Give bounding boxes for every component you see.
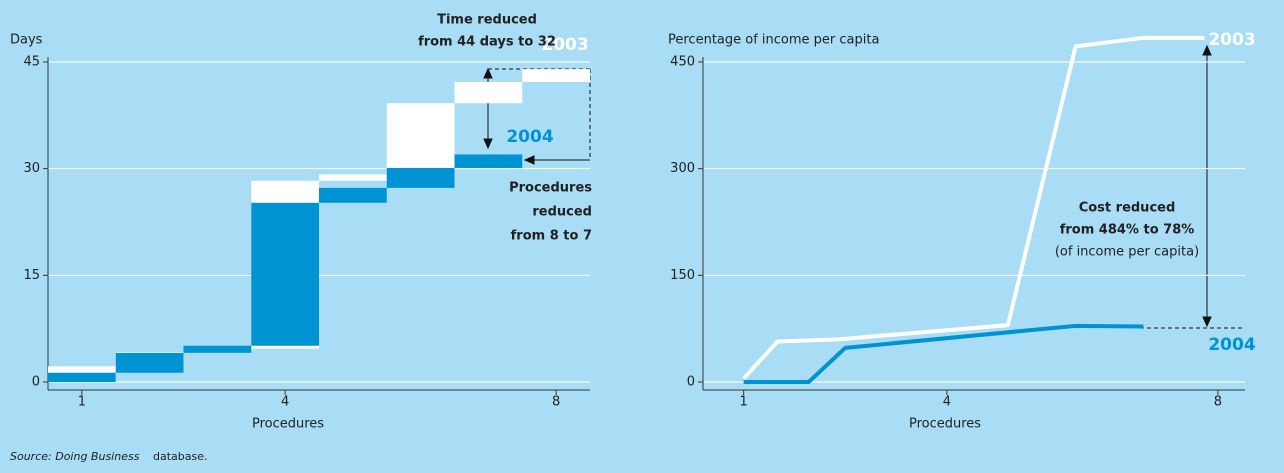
- y-tick-label: 450: [670, 55, 695, 70]
- y-tick-label: 45: [23, 55, 40, 70]
- x-tick-label: 1: [740, 395, 748, 410]
- bar: [251, 202, 319, 346]
- y-axis-label: Days: [10, 33, 43, 48]
- series-label: 2003: [541, 35, 588, 55]
- source: database.: [153, 450, 208, 463]
- bar: [115, 352, 184, 373]
- bar: [454, 154, 523, 168]
- x-tick-label: 4: [943, 395, 951, 410]
- x-tick-label: 4: [281, 395, 289, 410]
- annotation: Procedures: [509, 181, 592, 196]
- x-axis-label: Procedures: [909, 417, 981, 432]
- bar: [48, 372, 116, 382]
- bar: [386, 167, 455, 188]
- x-tick-label: 1: [78, 395, 86, 410]
- y-tick-label: 30: [23, 161, 40, 176]
- annotation-arrows: [483, 44, 1245, 329]
- y-tick-label: 300: [670, 161, 695, 176]
- y-tick-label: 0: [32, 375, 40, 390]
- annotation: (of income per capita): [1055, 245, 1199, 260]
- annotation: reduced: [532, 205, 592, 220]
- annotation: Time reduced: [437, 13, 537, 28]
- annotation: from 484% to 78%: [1060, 223, 1195, 238]
- bar: [522, 69, 590, 82]
- bar: [319, 174, 387, 181]
- annotation: from 8 to 7: [511, 229, 592, 244]
- y-tick-label: 150: [670, 268, 695, 283]
- x-tick-label: 8: [552, 395, 560, 410]
- bar: [183, 345, 252, 353]
- y-axis-label: Percentage of income per capita: [668, 33, 879, 48]
- annotation: from 44 days to 32: [418, 35, 556, 50]
- x-axis-label: Procedures: [252, 417, 324, 432]
- series-label: 2003: [1208, 30, 1255, 50]
- y-tick-label: 15: [23, 268, 40, 283]
- bar: [386, 103, 455, 175]
- source: Source: Doing Business: [10, 450, 140, 463]
- series-label: 2004: [1208, 335, 1255, 355]
- line: [742, 35, 1205, 380]
- series-label: 2004: [506, 127, 553, 147]
- annotation: Cost reduced: [1079, 201, 1176, 216]
- bar: [454, 81, 523, 104]
- x-tick-label: 8: [1214, 395, 1222, 410]
- y-tick-label: 0: [687, 375, 695, 390]
- line: [743, 323, 1144, 384]
- bar: [319, 187, 387, 203]
